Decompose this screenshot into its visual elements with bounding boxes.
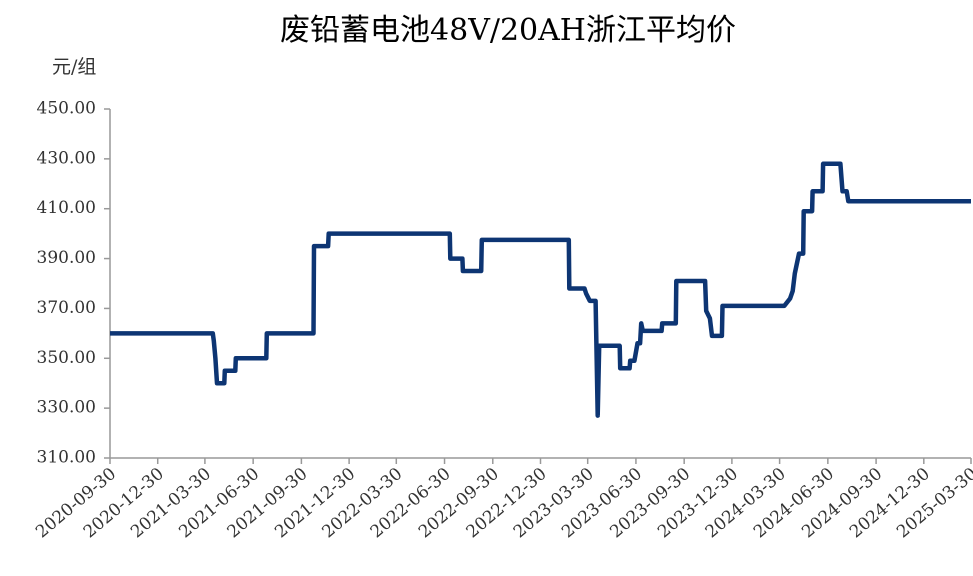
y-tick-label: 370.00 <box>37 298 96 318</box>
price-line <box>110 161 971 418</box>
y-axis-label: 元/组 <box>52 56 96 78</box>
y-tick-label: 330.00 <box>37 398 96 418</box>
y-tick-label: 410.00 <box>37 198 96 218</box>
y-tick-label: 450.00 <box>37 99 96 119</box>
y-tick-label: 310.00 <box>37 448 96 468</box>
y-tick-label: 430.00 <box>37 148 96 168</box>
chart-title: 废铅蓄电池48V/20AH浙江平均价 <box>280 13 736 48</box>
y-tick-label: 350.00 <box>37 348 96 368</box>
y-tick-label: 390.00 <box>37 248 96 268</box>
